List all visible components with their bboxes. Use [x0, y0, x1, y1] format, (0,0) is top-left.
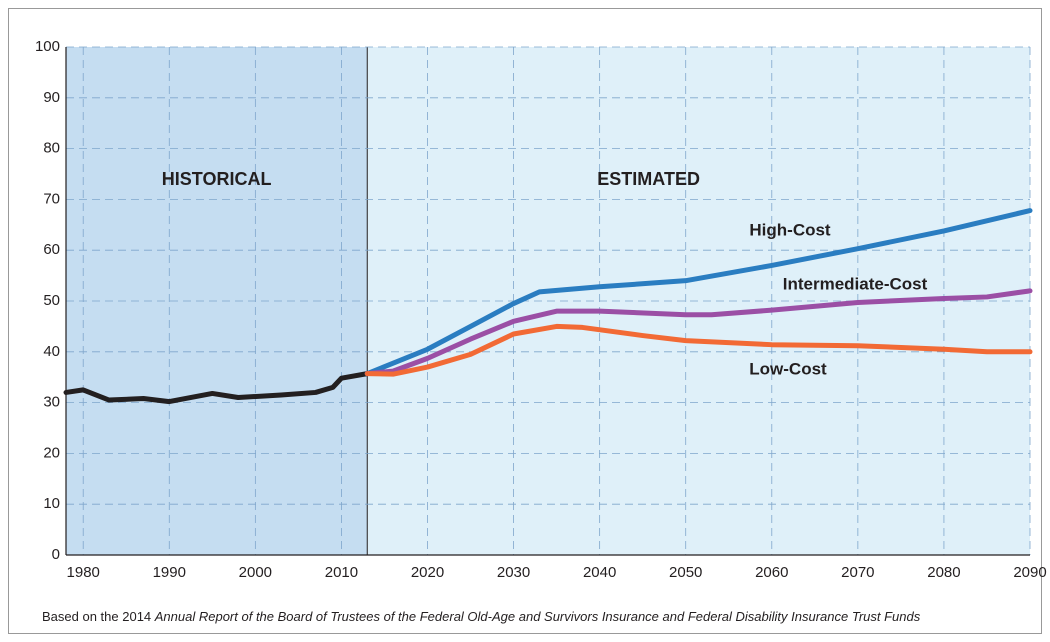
- x-tick-label: 2030: [497, 564, 530, 581]
- x-tick-label: 2090: [1013, 564, 1046, 581]
- y-tick-label: 0: [52, 546, 60, 563]
- x-tick-label: 2000: [239, 564, 272, 581]
- y-tick-label: 20: [43, 444, 60, 461]
- x-tick-label: 2070: [841, 564, 874, 581]
- series-label: Intermediate-Cost: [783, 274, 928, 293]
- footnote: Based on the 2014 Annual Report of the B…: [42, 609, 921, 624]
- x-tick-label: 1990: [153, 564, 186, 581]
- x-tick-label: 2020: [411, 564, 444, 581]
- footnote-title: Annual Report of the Board of Trustees o…: [154, 609, 921, 624]
- y-tick-label: 80: [43, 140, 60, 157]
- y-tick-label: 70: [43, 190, 60, 207]
- region-label: HISTORICAL: [162, 169, 272, 189]
- y-tick-label: 90: [43, 89, 60, 106]
- frame: [8, 8, 1042, 634]
- series-line: [63, 371, 370, 405]
- x-tick-label: 1980: [67, 564, 100, 581]
- series-label: High-Cost: [749, 220, 831, 239]
- x-tick-label: 2050: [669, 564, 702, 581]
- x-tick-label: 2060: [755, 564, 788, 581]
- y-tick-label: 50: [43, 292, 60, 309]
- series-label: Low-Cost: [749, 359, 827, 378]
- region-label: ESTIMATED: [597, 169, 700, 189]
- y-tick-label: 100: [35, 38, 60, 55]
- series-line: [364, 288, 1033, 377]
- x-tick-label: 2010: [325, 564, 358, 581]
- y-tick-label: 30: [43, 394, 60, 411]
- x-tick-label: 2040: [583, 564, 616, 581]
- y-tick-label: 40: [43, 343, 60, 360]
- x-tick-label: 2080: [927, 564, 960, 581]
- footnote-prefix: Based on the 2014: [42, 609, 155, 624]
- y-tick-label: 10: [43, 495, 60, 512]
- y-tick-label: 60: [43, 241, 60, 258]
- series-line: [364, 208, 1033, 377]
- series-line: [364, 323, 1033, 377]
